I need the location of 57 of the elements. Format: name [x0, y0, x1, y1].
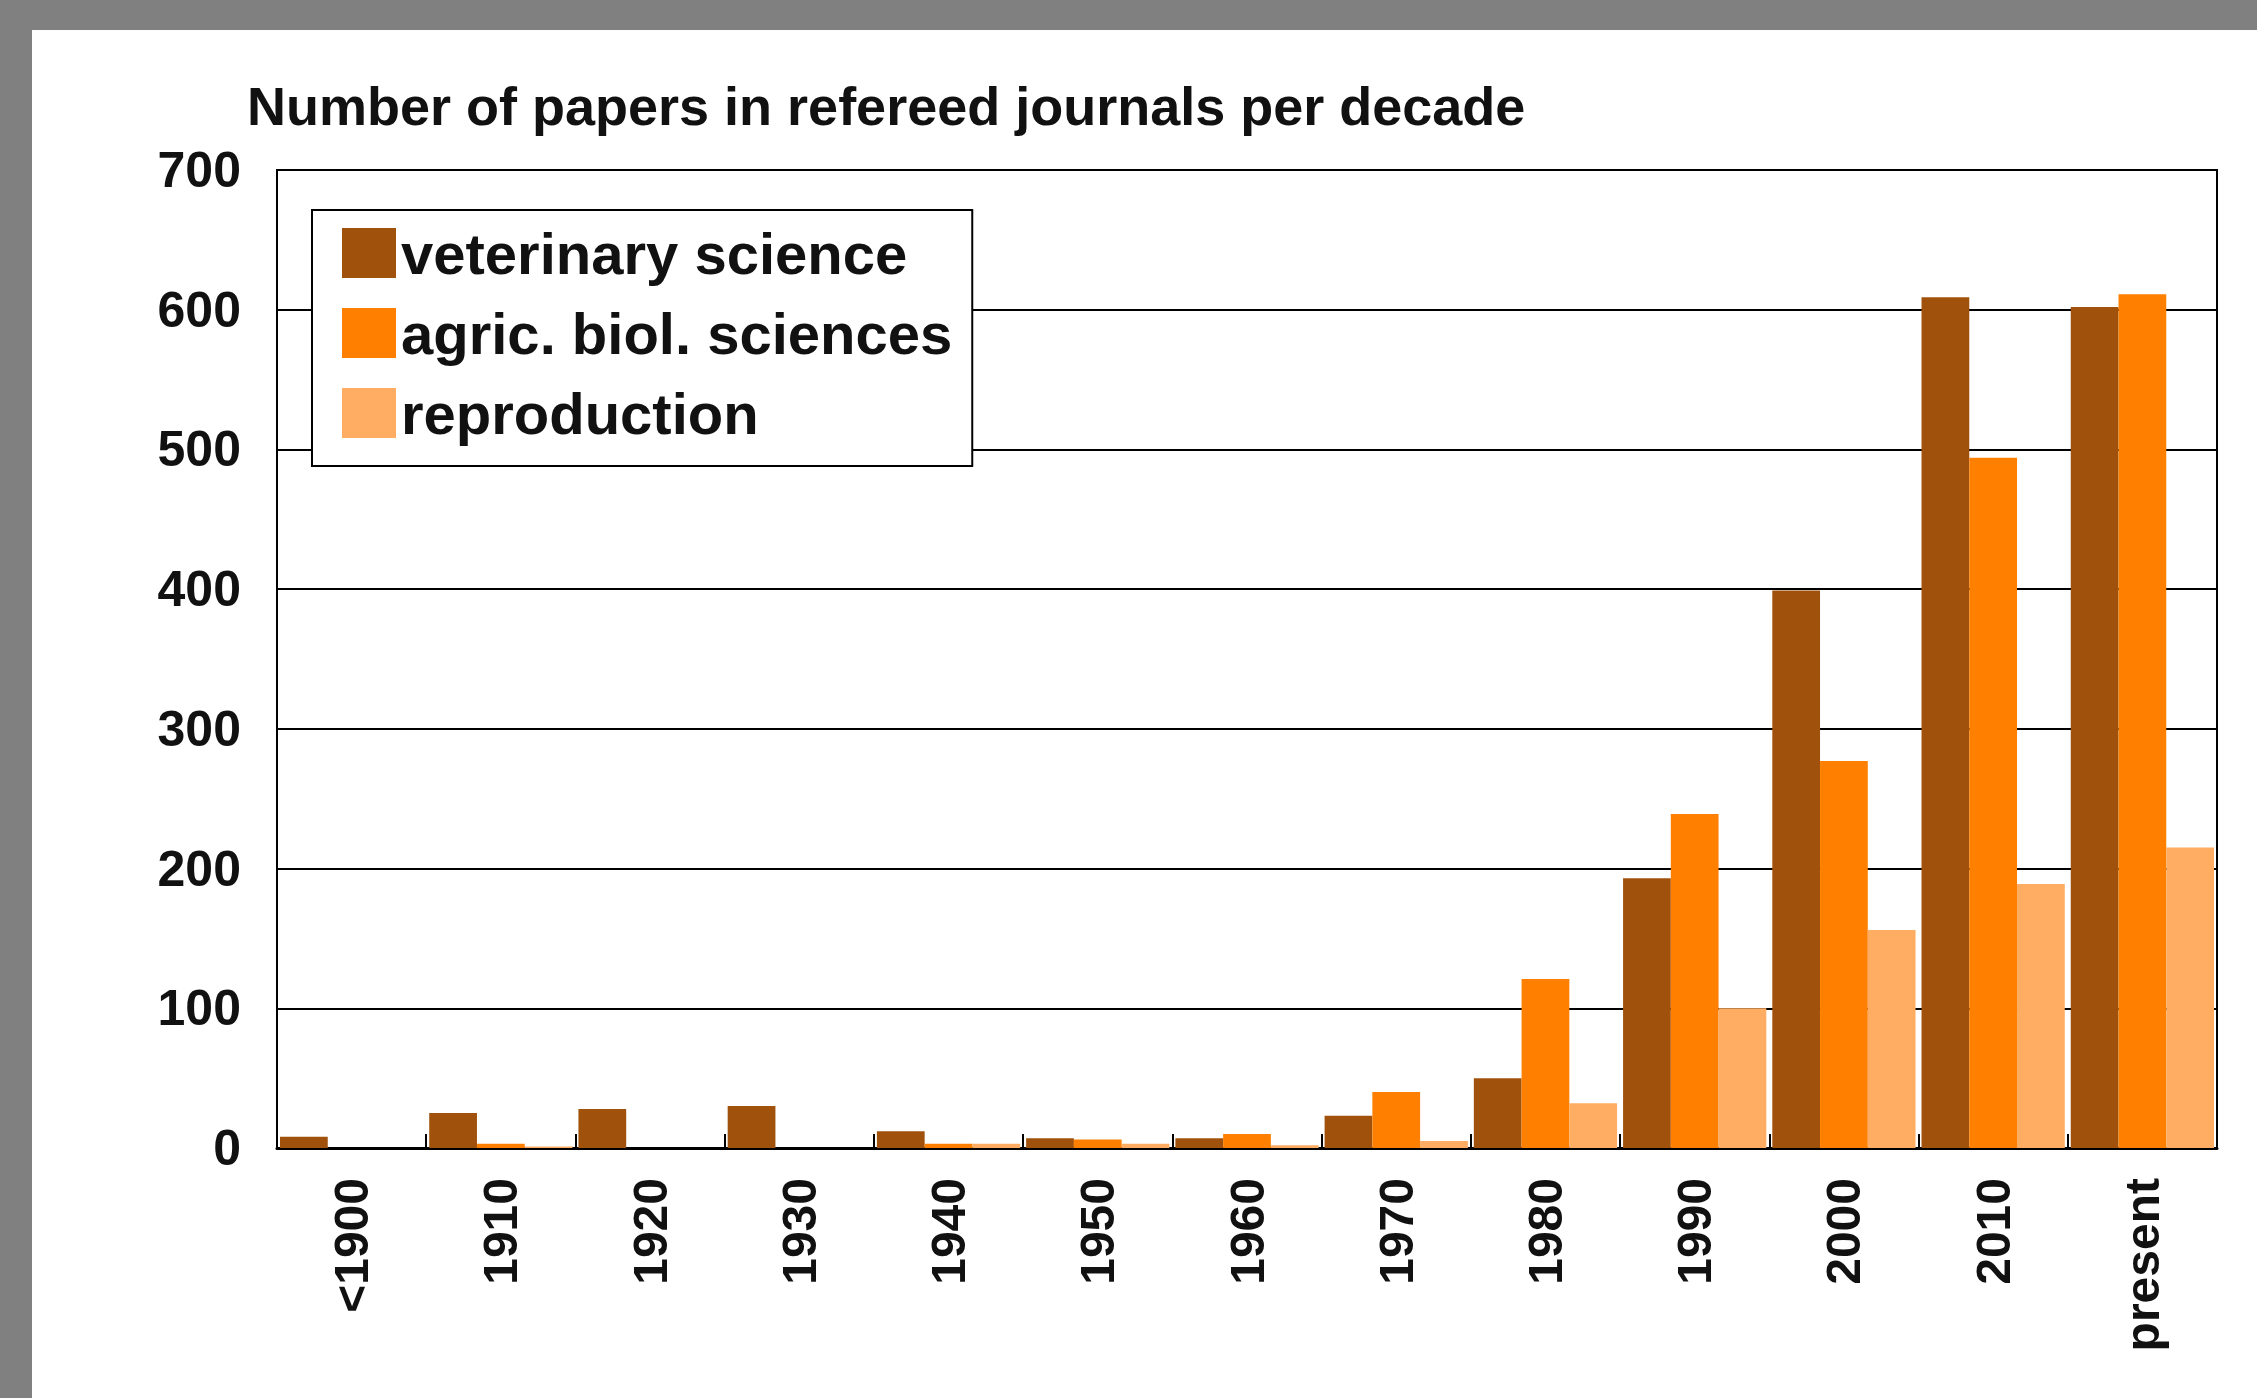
y-tick-label: 0	[213, 1120, 241, 1176]
bar	[1623, 878, 1671, 1148]
bar	[1969, 457, 2018, 1148]
legend-label: reproduction	[401, 380, 759, 446]
bar	[1324, 1115, 1373, 1148]
bar	[2070, 306, 2119, 1148]
x-tick-label: 1960	[1220, 1178, 1274, 1285]
y-tick-label: 500	[157, 421, 241, 478]
bar	[727, 1106, 776, 1148]
bar	[1772, 590, 1821, 1148]
bar	[2166, 847, 2215, 1148]
bar	[1867, 930, 1916, 1148]
y-tick-label: 600	[157, 281, 241, 338]
bar	[1921, 297, 1970, 1148]
x-tick-label: 2010	[1966, 1178, 2020, 1285]
y-tick-label: 700	[157, 142, 241, 198]
x-tick-label: 1990	[1668, 1178, 1722, 1285]
bar	[876, 1131, 925, 1148]
y-tick-label: 300	[157, 700, 241, 757]
bar	[1420, 1141, 1468, 1148]
y-tick-label: 200	[157, 840, 241, 897]
bar	[1372, 1092, 1421, 1148]
y-tick-label: 100	[157, 980, 241, 1037]
x-tick-label: present	[2115, 1177, 2169, 1352]
legend-label: agric. biol. sciences	[401, 300, 953, 366]
x-tick-label: 2000	[1817, 1178, 1871, 1285]
bar	[924, 1143, 973, 1148]
bar	[476, 1143, 525, 1148]
bar	[1718, 1008, 1767, 1148]
y-tick-label: 400	[157, 561, 241, 618]
bar	[279, 1136, 328, 1148]
bar	[1521, 978, 1570, 1148]
bar	[1270, 1145, 1319, 1148]
bar	[1026, 1138, 1074, 1148]
x-tick-label: 1940	[922, 1178, 976, 1285]
x-tick-label: 1950	[1071, 1178, 1125, 1285]
bar	[2118, 294, 2167, 1148]
bar	[1820, 760, 1868, 1148]
chart-title: Number of papers in refereed journals per decade	[247, 76, 1526, 136]
bar	[2017, 883, 2065, 1148]
bar	[1121, 1143, 1170, 1148]
legend-label: veterinary science	[401, 220, 908, 286]
bar	[429, 1113, 477, 1148]
x-tick-label: 1980	[1518, 1178, 1572, 1285]
bar	[1569, 1103, 1618, 1148]
x-tick-label: 1920	[623, 1178, 677, 1285]
bar	[1223, 1134, 1271, 1148]
bar	[1073, 1139, 1122, 1148]
x-tick-label: <1900	[325, 1178, 379, 1313]
x-tick-label: 1970	[1369, 1178, 1423, 1285]
bar	[1175, 1138, 1224, 1148]
bar	[1473, 1078, 1522, 1148]
bar	[1670, 814, 1719, 1148]
bar	[578, 1108, 627, 1148]
x-tick-label: 1930	[772, 1178, 826, 1285]
x-tick-label: 1910	[474, 1178, 528, 1285]
bar	[972, 1143, 1021, 1148]
